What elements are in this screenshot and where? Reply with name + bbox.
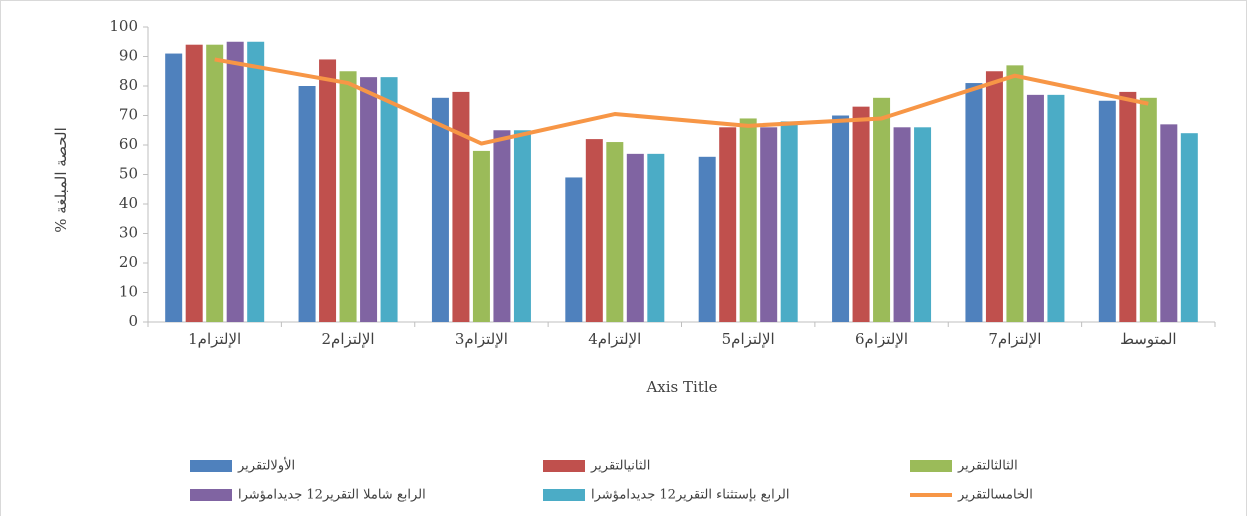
bar: [893, 127, 911, 322]
bar: [472, 150, 490, 322]
bar: [626, 153, 644, 322]
bar: [1180, 133, 1198, 322]
y-tick-label: 70: [119, 106, 138, 124]
x-tick-label: الإلتزام1: [188, 330, 241, 348]
legend-label: الثانيالتقرير: [590, 459, 650, 474]
x-tick-label: الإلتزام3: [455, 330, 508, 348]
bar: [852, 106, 870, 323]
x-tick-label: المتوسط: [1120, 330, 1177, 348]
y-tick-label: 50: [119, 165, 138, 183]
bar: [339, 71, 357, 322]
bar: [360, 77, 378, 323]
bar: [965, 83, 983, 322]
bar: [719, 127, 737, 322]
legend-swatch: [910, 460, 952, 472]
y-tick-label: 100: [109, 17, 138, 35]
bar: [380, 77, 398, 323]
bar: [780, 121, 798, 323]
bar: [1139, 97, 1157, 322]
x-tick-label: الإلتزام6: [855, 330, 908, 348]
y-tick-label: 40: [119, 194, 138, 212]
y-tick-label: 20: [119, 253, 138, 271]
bar: [185, 44, 203, 322]
bar: [873, 97, 891, 322]
legend-swatch: [190, 489, 232, 501]
legend-label: الرابع شاملا التقرير12 جديدامؤشرا: [238, 488, 426, 503]
x-tick-label: الإلتزام7: [988, 330, 1041, 348]
bar: [1119, 91, 1137, 323]
bar: [1098, 100, 1116, 322]
bar: [1160, 124, 1178, 322]
bar: [431, 97, 449, 322]
bar: [206, 44, 224, 322]
legend-swatch: [190, 460, 232, 472]
bar: [226, 41, 244, 322]
y-tick-label: 60: [119, 135, 138, 153]
bar: [165, 53, 183, 323]
bar: [452, 91, 470, 323]
bar: [247, 41, 265, 322]
bar: [298, 86, 316, 322]
y-tick-label: 90: [119, 47, 138, 65]
bar: [585, 139, 603, 322]
legend-swatch: [543, 489, 585, 501]
bar: [606, 142, 624, 322]
y-tick-label: 30: [119, 224, 138, 242]
bar: [647, 153, 665, 322]
x-axis-title: Axis Title: [645, 378, 717, 396]
bar: [760, 127, 778, 322]
bar: [914, 127, 932, 322]
bar: [493, 130, 511, 322]
y-tick-label: 80: [119, 76, 138, 94]
bar: [985, 71, 1003, 322]
line: [214, 57, 1149, 146]
bar: [1006, 65, 1024, 322]
legend-label: الرابع بإستثناء التقرير12 جديدامؤشرا: [591, 488, 789, 503]
y-axis-title: % الحصة المبلغة: [52, 127, 70, 232]
bar: [319, 59, 337, 322]
y-tick-label: 10: [119, 283, 138, 301]
bar: [832, 115, 850, 322]
bar: [513, 130, 531, 322]
bar: [1047, 94, 1065, 322]
bar: [698, 156, 716, 322]
x-tick-label: الإلتزام4: [588, 330, 641, 348]
x-tick-label: الإلتزام5: [722, 330, 775, 348]
x-tick-label: الإلتزام2: [322, 330, 375, 348]
legend-label: الثالثالتقرير: [957, 459, 1018, 474]
legend-label: الأولالتقرير: [237, 457, 295, 474]
legend-swatch: [543, 460, 585, 472]
bar: [565, 177, 583, 322]
bar: [739, 118, 757, 322]
legend-label: الخامسالتقرير: [957, 488, 1033, 503]
y-tick-label: 0: [128, 312, 138, 330]
bar: [1026, 94, 1044, 322]
